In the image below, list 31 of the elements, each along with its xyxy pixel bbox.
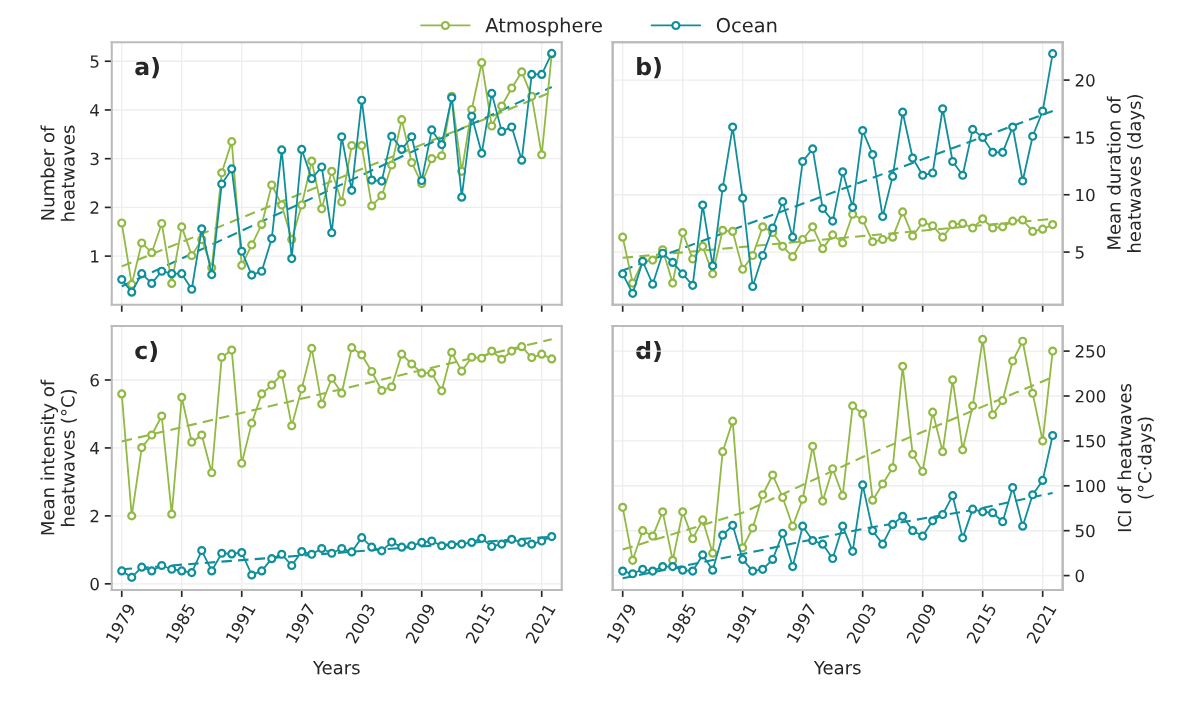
y2-tick-label: 250: [1075, 345, 1106, 358]
y-tick-label: 3: [90, 152, 99, 166]
y2-tick-label: 5: [1075, 246, 1084, 259]
y-tick-label: 4: [90, 104, 100, 117]
x-axis-title: Years: [813, 661, 861, 675]
y-tick-label: 0: [90, 577, 99, 591]
y-tick-label: 2: [90, 201, 99, 214]
annotation: a): [135, 57, 159, 79]
y2-tick-label: 20: [1075, 74, 1095, 87]
annotation: d): [636, 340, 661, 362]
y2-tick-label: 200: [1075, 389, 1106, 403]
legend-label: Ocean: [716, 17, 777, 33]
y2-tick-label: 10: [1076, 188, 1095, 202]
legend-label: Atmosphere: [485, 17, 602, 37]
y-tick-label: 2: [90, 509, 99, 523]
y2-tick-label: 0: [1075, 569, 1084, 583]
y2-tick-label: 15: [1076, 131, 1095, 144]
annotation: c): [135, 340, 157, 362]
y2-tick-label: 50: [1075, 524, 1095, 538]
y-tick-label: 1: [91, 250, 99, 263]
y2-axis-title: Mean duration of heatwaves (days): [1106, 95, 1145, 252]
y-tick-label: 6: [90, 373, 99, 387]
x-axis-title: Years: [312, 661, 360, 675]
y2-axis-title: ICI of heatwaves (°C·days): [1117, 383, 1156, 532]
y-tick-label: 4: [90, 442, 100, 455]
y-tick-label: 5: [90, 55, 99, 68]
y-axis-title: Number of heatwaves: [40, 125, 75, 221]
y-axis-title: Mean intensity of heatwaves (°C): [40, 379, 77, 535]
y2-tick-label: 100: [1076, 479, 1106, 493]
annotation: b): [637, 57, 661, 79]
y2-tick-label: 150: [1076, 434, 1106, 448]
